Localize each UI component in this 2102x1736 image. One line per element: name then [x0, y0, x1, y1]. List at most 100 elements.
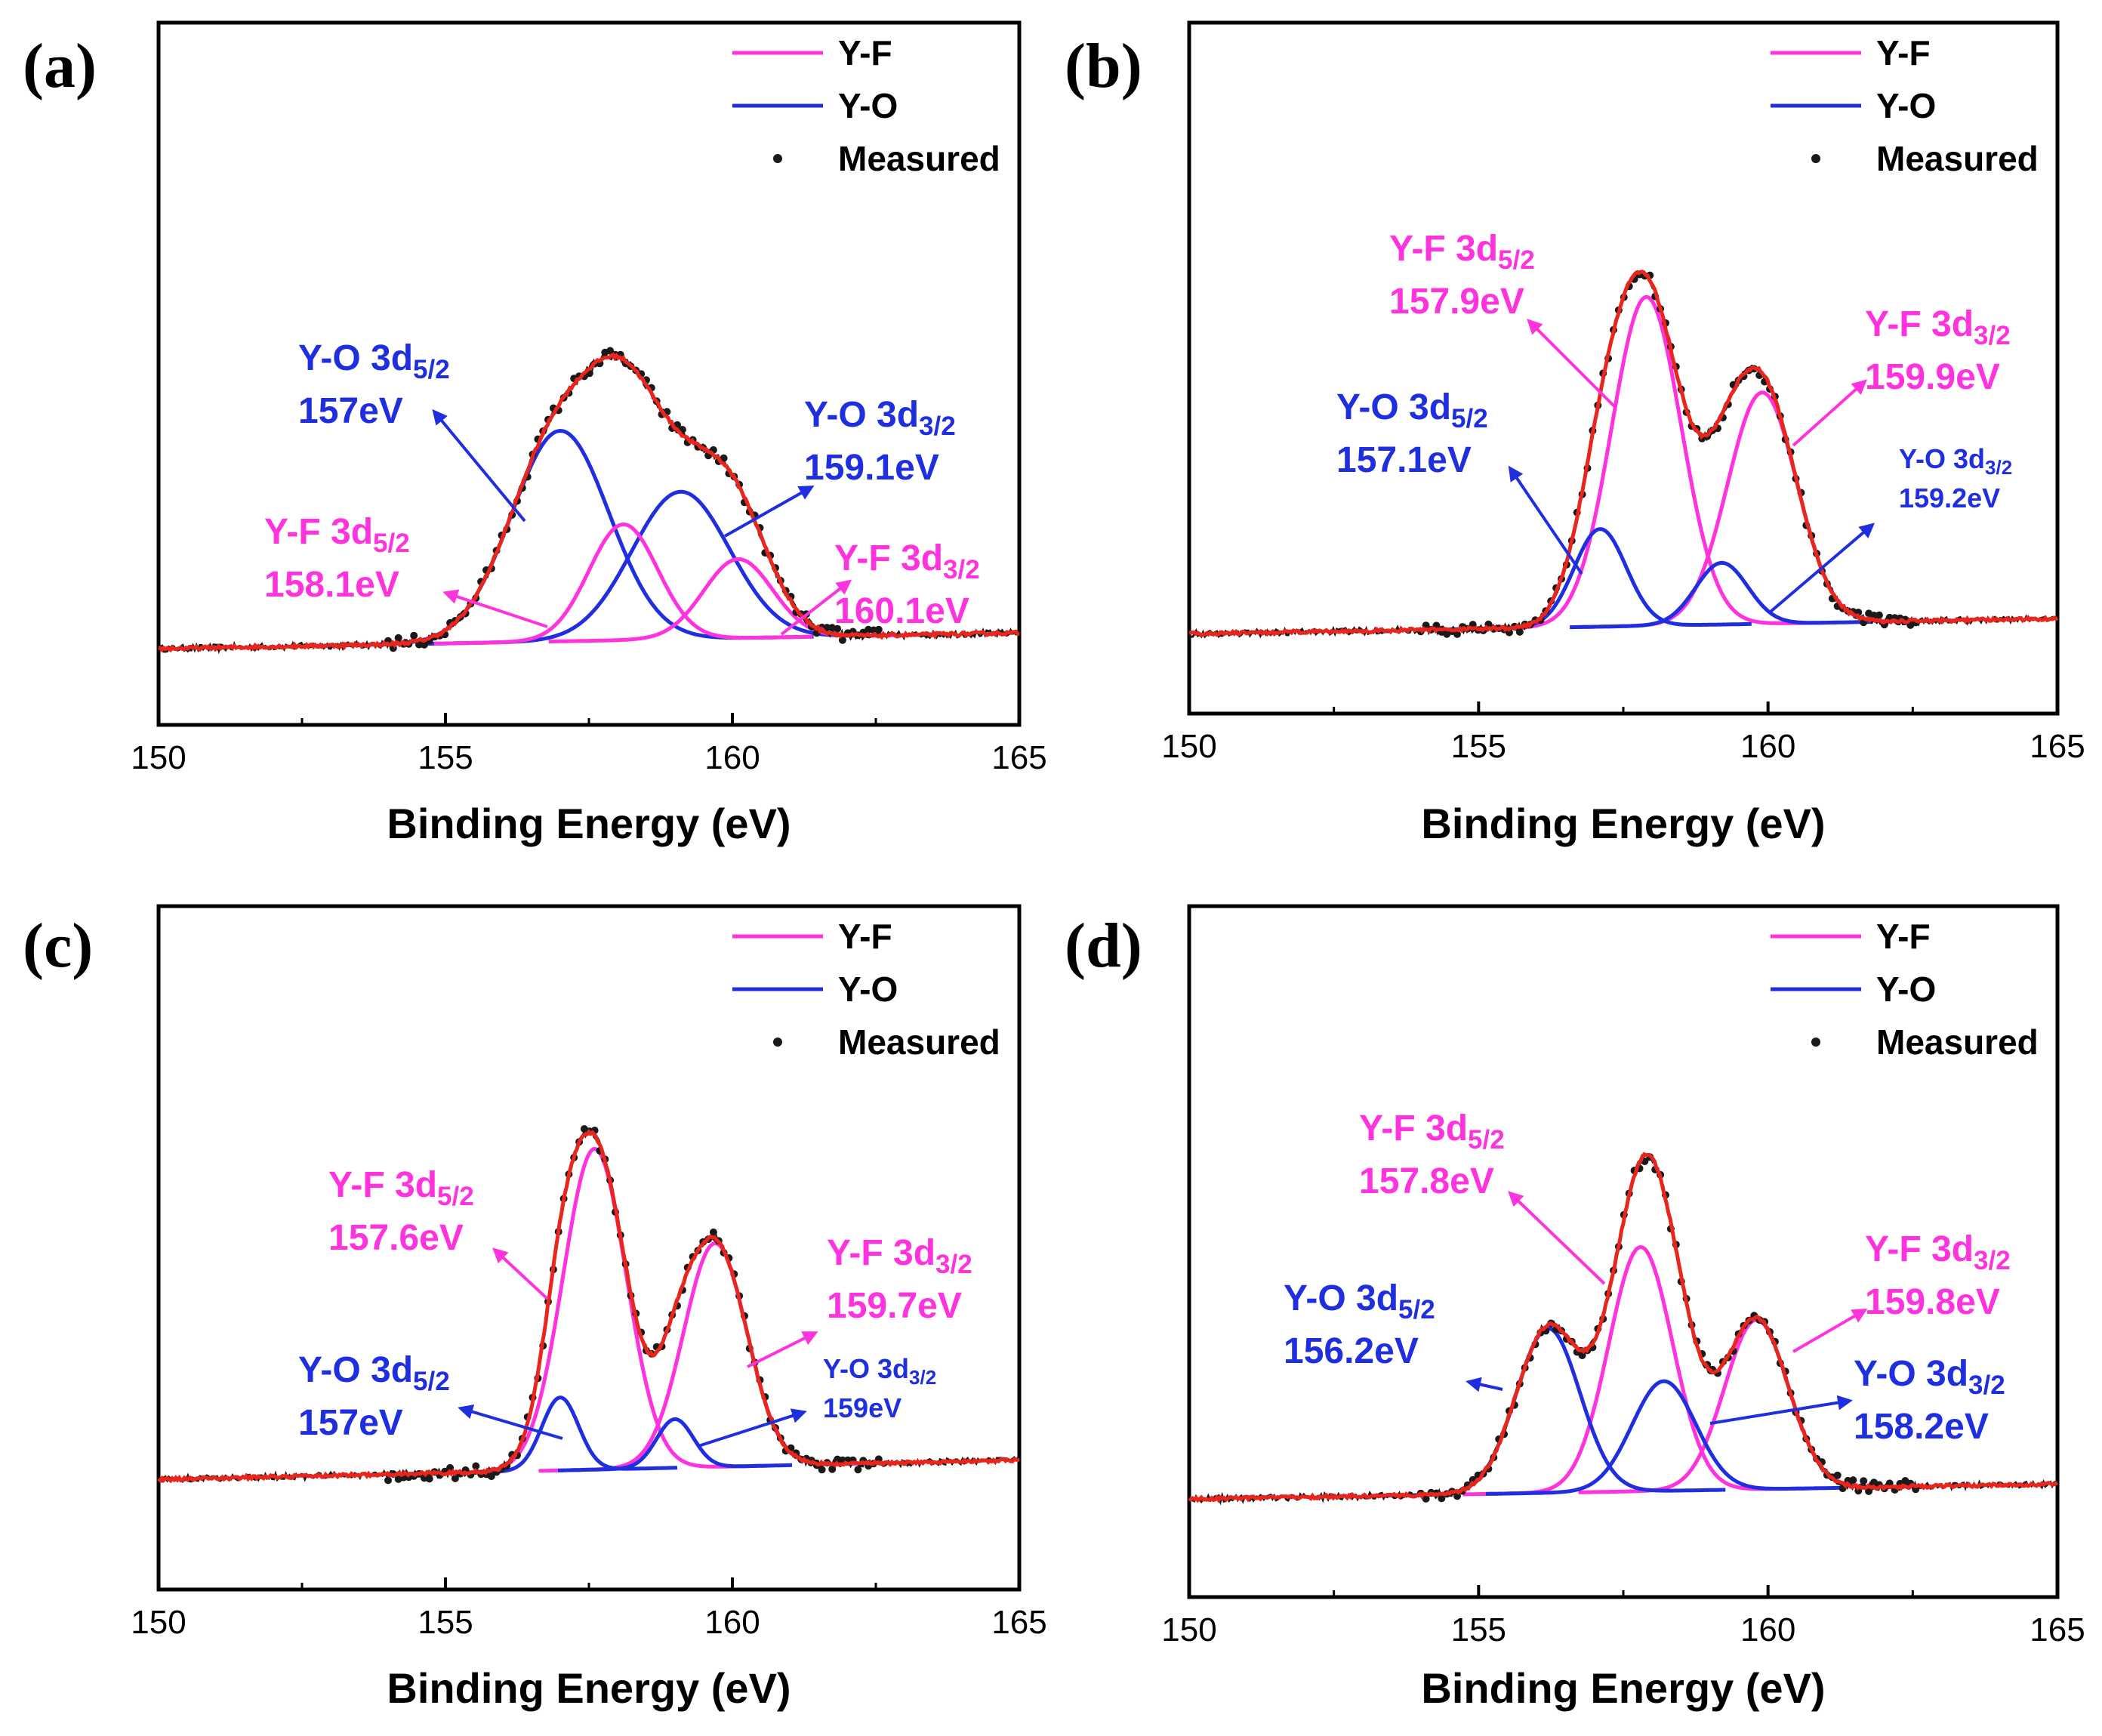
annotation-orbital: Y-F 3d: [1865, 304, 1974, 344]
measured-point: [1833, 1471, 1842, 1479]
annotation-value: 159.8eV: [1865, 1282, 2000, 1322]
measured-point: [1849, 1476, 1857, 1485]
annotation-label: Y-O 3d5/2: [298, 338, 450, 384]
annotation-label: Y-O 3d3/2: [804, 395, 956, 441]
panel-a: 150 155 160 165 Binding Energy (eV) (a) Y-F Y-O…: [23, 20, 1047, 847]
annotation-subscript: 3/2: [1974, 321, 2011, 350]
annotation-label: Y-O 3d3/2: [1899, 443, 2012, 479]
legend-label: Y-O: [838, 86, 898, 125]
annotation-label: Y-O 3d5/2: [1284, 1278, 1435, 1324]
legend-label: Y-F: [838, 33, 892, 72]
x-tick-label: 160: [1740, 728, 1795, 765]
annotation-value: 157.8eV: [1359, 1161, 1494, 1201]
panel-label: (d): [1065, 911, 1142, 981]
annotation-label: Y-O 3d3/2: [1854, 1354, 2005, 1400]
annotation-value: 158.1eV: [264, 565, 399, 605]
annotation-arrow: [1792, 379, 1867, 447]
annotation-arrow: [1769, 523, 1875, 613]
annotation-orbital: Y-O 3d: [298, 1350, 413, 1390]
x-tick-label: 150: [131, 1604, 186, 1641]
annotation-orbital: Y-O 3d: [823, 1353, 909, 1384]
legend-label: Y-F: [1876, 33, 1931, 72]
annotation-orbital: Y-F 3d: [264, 512, 373, 552]
legend-label: Y-O: [1876, 970, 1936, 1009]
annotation-value: 159.2eV: [1899, 483, 2000, 513]
legend-label: Y-O: [1876, 86, 1936, 125]
peak-annotation: Y-F 3d5/2 158.1eV: [264, 512, 548, 628]
annotation-subscript: 5/2: [373, 529, 410, 558]
annotation-arrow: [492, 1247, 549, 1300]
annotation-value: 158.2eV: [1854, 1407, 1989, 1447]
measured-point: [1438, 1494, 1446, 1503]
annotation-orbital: Y-F 3d: [1865, 1229, 1974, 1269]
measured-point: [472, 1462, 480, 1470]
annotation-arrow: [432, 409, 526, 523]
measured-trace: [1188, 1153, 2059, 1506]
measured-point: [606, 347, 615, 355]
legend-label: Measured: [1876, 139, 2039, 178]
measured-point: [1875, 611, 1883, 619]
x-axis-label: Binding Energy (eV): [387, 800, 791, 847]
x-tick-label: 155: [1451, 728, 1506, 765]
annotation-subscript: 5/2: [1451, 404, 1488, 433]
annotation-orbital: Y-O 3d: [1899, 443, 1985, 474]
peak-annotation: Y-O 3d5/2 157eV: [298, 338, 526, 523]
annotation-value: 157.9eV: [1389, 282, 1524, 322]
annotation-subscript: 5/2: [413, 355, 450, 384]
annotation-label: Y-O 3d3/2: [823, 1353, 936, 1389]
annotation-arrow: [747, 1331, 818, 1368]
annotation-label: Y-F 3d5/2: [1359, 1109, 1505, 1155]
x-axis-label: Binding Energy (eV): [1421, 800, 1825, 847]
x-tick-label: 150: [131, 739, 186, 776]
x-axis-label: Binding Energy (eV): [1421, 1664, 1825, 1712]
x-tick-label: 160: [704, 739, 760, 776]
peak-y-o-3: [1570, 560, 1873, 630]
peak-y-f-1: [1571, 390, 1953, 630]
panel-label: (b): [1065, 31, 1142, 101]
annotation-subscript: 3/2: [919, 412, 956, 441]
annotation-arrow: [780, 579, 852, 636]
x-tick-label: 165: [2030, 728, 2085, 765]
legend-swatch-measured: [773, 154, 782, 163]
annotation-value: 156.2eV: [1284, 1331, 1419, 1371]
measured-point: [1860, 1477, 1868, 1485]
annotation-orbital: Y-O 3d: [1854, 1354, 1968, 1394]
legend-swatch-measured: [773, 1038, 782, 1047]
peak-annotation: Y-F 3d3/2 159.8eV: [1792, 1229, 2011, 1353]
legend: Y-F Y-O Measured: [732, 33, 1000, 178]
legend: Y-F Y-O Measured: [1771, 917, 2039, 1062]
peak-annotation: Y-O 3d5/2 157eV: [298, 1350, 563, 1443]
legend-label: Y-O: [838, 970, 898, 1009]
measured-point: [1515, 627, 1524, 636]
legend: Y-F Y-O Measured: [1771, 33, 2039, 178]
peak-y-o-3: [558, 1417, 792, 1472]
measured-point: [1422, 1494, 1430, 1503]
measured-points: [1416, 270, 1920, 638]
annotation-value: 157.6eV: [328, 1218, 464, 1258]
annotation-orbital: Y-F 3d: [827, 1233, 935, 1273]
annotation-arrow: [1508, 1191, 1606, 1285]
annotation-subscript: 5/2: [1398, 1295, 1435, 1324]
annotation-subscript: 5/2: [1468, 1125, 1505, 1155]
measured-point: [410, 631, 418, 640]
x-tick-label: 150: [1161, 728, 1216, 765]
x-tick-label: 155: [418, 1604, 473, 1641]
legend-label: Measured: [838, 139, 1000, 178]
panel-label: (c): [23, 911, 93, 981]
annotation-label: Y-F 3d3/2: [834, 538, 980, 584]
annotation-arrow: [724, 486, 815, 538]
annotation-arrow: [442, 589, 548, 628]
peak-annotation: Y-F 3d3/2 159.9eV: [1792, 304, 2011, 447]
measured-point: [420, 640, 428, 649]
annotation-subscript: 3/2: [909, 1366, 936, 1389]
peak-y-o-3: [1485, 1379, 1842, 1496]
annotation-subscript: 3/2: [1985, 456, 2012, 479]
peak-annotation: Y-O 3d5/2 157.1eV: [1336, 387, 1583, 575]
legend: Y-F Y-O Measured: [732, 917, 1000, 1062]
fit-envelope: [1188, 270, 2059, 638]
measured-point: [828, 1465, 837, 1473]
annotation-value: 157eV: [298, 1403, 403, 1443]
peak-annotation: Y-O 3d3/2 159.1eV: [724, 395, 956, 538]
measured-point: [394, 634, 402, 642]
